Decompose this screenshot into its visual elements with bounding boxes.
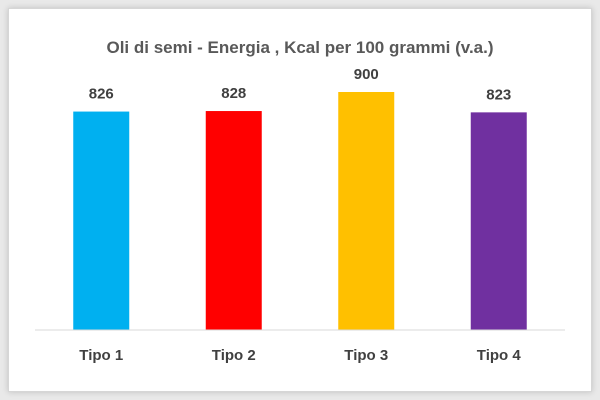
bar-1 bbox=[73, 111, 130, 331]
data-label-1: 826 bbox=[89, 86, 114, 103]
data-label-2: 828 bbox=[221, 85, 246, 102]
chart-frame: Oli di semi - Energia , Kcal per 100 gra… bbox=[8, 8, 592, 392]
data-label-4: 823 bbox=[486, 86, 511, 103]
data-labels-group: 826 828 900 823 bbox=[89, 66, 512, 103]
bar-2 bbox=[205, 111, 262, 330]
bars-group bbox=[73, 92, 527, 331]
chart-title: Oli di semi - Energia , Kcal per 100 gra… bbox=[106, 38, 493, 57]
x-tick-label-4: Tipo 4 bbox=[477, 347, 522, 364]
x-tick-label-2: Tipo 2 bbox=[212, 347, 256, 364]
bar-4 bbox=[470, 112, 527, 331]
bar-3 bbox=[338, 92, 395, 330]
x-tick-label-1: Tipo 1 bbox=[79, 347, 123, 364]
x-tick-label-3: Tipo 3 bbox=[344, 347, 388, 364]
x-tick-labels-group: Tipo 1 Tipo 2 Tipo 3 Tipo 4 bbox=[79, 347, 521, 364]
bar-chart: Oli di semi - Energia , Kcal per 100 gra… bbox=[35, 38, 565, 364]
data-label-3: 900 bbox=[354, 66, 379, 83]
